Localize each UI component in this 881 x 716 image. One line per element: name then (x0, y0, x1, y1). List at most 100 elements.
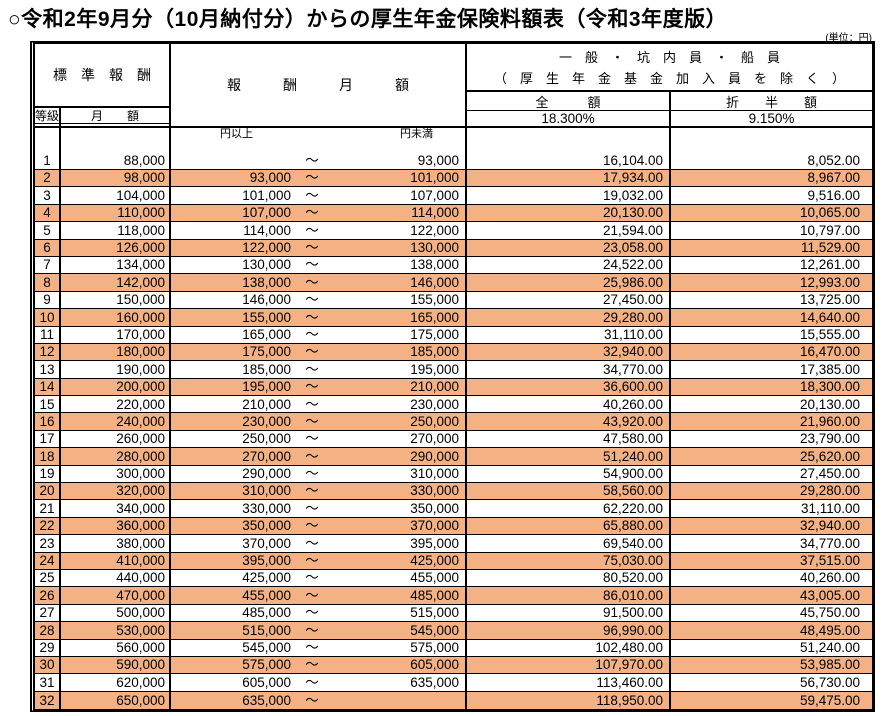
reward-range-cell: 230,000 ～ 250,000 (171, 413, 467, 430)
full-amount-cell: 31,110.00 (467, 326, 671, 343)
range-from-value: 175,000 (242, 344, 291, 360)
half-amount-cell: 56,730.00 (799, 674, 860, 690)
range-from-value: 155,000 (242, 309, 291, 325)
grade-cell: 16 (35, 413, 61, 430)
range-from-value: 93,000 (249, 170, 291, 186)
full-amount-cell: 62,220.00 (467, 500, 671, 517)
full-rate-label: 18.300% (467, 111, 671, 126)
page-title: ○令和2年9月分（10月納付分）からの厚生年金保険料額表（令和3年度版） (8, 8, 728, 31)
table-row: 8 142,000 138,000 ～ 146,000 25,986.00 12,993.0… (35, 274, 872, 292)
grade-cell: 10 (35, 309, 61, 326)
full-amount-cell: 32,940.00 (467, 343, 671, 361)
table-row: 7 134,000 130,000 ～ 138,000 24,522.00 12,261.0… (35, 256, 872, 275)
full-amount-cell: 51,240.00 (467, 448, 671, 465)
half-amount-cell: 10,797.00 (799, 222, 860, 238)
tilde: ～ (305, 692, 319, 708)
category-line2: （ 厚 生 年 金 基 金 加 入 員 を 除 く ） (493, 71, 845, 87)
grade-cell: 27 (35, 604, 61, 622)
table-row: 23 380,000 370,000 ～ 395,000 69,540.00 34,770.… (35, 535, 872, 553)
table-row: 24 410,000 395,000 ～ 425,000 75,030.00 37,515.… (35, 552, 872, 570)
standard-reward-header-group: 標 準 報 酬 等級 月 額 (35, 44, 171, 126)
range-to-value: 155,000 (410, 292, 459, 308)
range-from-value: 605,000 (242, 674, 291, 690)
tilde: ～ (305, 292, 319, 308)
tilde: ～ (305, 553, 319, 569)
grade-cell: 32 (35, 691, 61, 710)
monthly-amount-cell: 380,000 (61, 535, 171, 552)
tilde: ～ (305, 187, 319, 203)
monthly-amount-cell: 180,000 (61, 343, 171, 361)
monthly-amount-cell: 160,000 (61, 309, 171, 326)
grade-cell: 15 (35, 396, 61, 413)
tilde: ～ (305, 413, 319, 429)
full-amount-cell: 20,130.00 (467, 204, 671, 222)
reward-range-cell: 155,000 ～ 165,000 (171, 309, 467, 326)
grade-cell: 24 (35, 552, 61, 569)
grade-cell: 29 (35, 639, 61, 656)
reward-range-cell: 270,000 ～ 290,000 (171, 448, 467, 465)
grade-cell: 25 (35, 569, 61, 587)
tilde: ～ (305, 639, 319, 655)
tilde: ～ (305, 240, 319, 255)
range-to-value: 250,000 (410, 413, 459, 429)
grade-cell: 13 (35, 361, 61, 378)
table-row: 26 470,000 455,000 ～ 485,000 86,010.00 43,005.… (35, 587, 872, 605)
reward-range-cell: 515,000 ～ 545,000 (171, 622, 467, 639)
table-row: 30 590,000 575,000 ～ 605,000 107,970.00 53,985… (35, 656, 872, 675)
full-amount-cell: 47,580.00 (467, 430, 671, 448)
range-from-value: 107,000 (242, 205, 291, 221)
tilde: ～ (305, 170, 319, 186)
reward-range-cell: 635,000 ～ (171, 691, 467, 710)
monthly-amount-cell: 590,000 (61, 656, 171, 674)
table-row: 5 118,000 114,000 ～ 122,000 21,594.00 10,797.0… (35, 222, 872, 240)
range-from-value: 290,000 (242, 466, 291, 482)
range-to-value: 575,000 (410, 639, 459, 655)
tilde: ～ (305, 326, 319, 342)
monthly-amount-cell: 240,000 (61, 413, 171, 430)
full-amount-cell: 69,540.00 (467, 535, 671, 552)
unit-label: (単位：円) (825, 33, 872, 44)
range-from-value: 350,000 (242, 518, 291, 534)
monthly-amount-cell: 280,000 (61, 448, 171, 465)
reward-range-cell: 185,000 ～ 195,000 (171, 361, 467, 378)
tilde: ～ (305, 152, 319, 168)
full-amount-cell: 29,280.00 (467, 309, 671, 326)
range-to-value: 310,000 (410, 466, 459, 482)
monthly-amount-cell: 410,000 (61, 552, 171, 569)
table-row: 28 530,000 515,000 ～ 545,000 96,990.00 48,495.… (35, 622, 872, 640)
range-from-value: 114,000 (243, 222, 291, 238)
tilde: ～ (305, 361, 319, 377)
grade-cell: 2 (35, 170, 61, 187)
reward-range-cell: 165,000 ～ 175,000 (171, 326, 467, 343)
tilde: ～ (305, 379, 319, 395)
reward-range-cell: 370,000 ～ 395,000 (171, 535, 467, 552)
grade-cell: 31 (35, 674, 61, 691)
half-amount-cell: 14,640.00 (799, 309, 860, 325)
monthly-amount-cell: 340,000 (61, 500, 171, 517)
table-row: 4 110,000 107,000 ～ 114,000 20,130.00 10,065.0… (35, 204, 872, 223)
reward-range-cell: 195,000 ～ 210,000 (171, 378, 467, 396)
grade-cell: 8 (35, 274, 61, 291)
half-amount-cell: 34,770.00 (799, 535, 860, 551)
monthly-amount-cell: 620,000 (61, 674, 171, 691)
range-from-value: 310,000 (242, 483, 291, 499)
table-row: 6 126,000 122,000 ～ 130,000 23,058.00 11,529.0… (35, 239, 872, 257)
half-amount-cell: 13,725.00 (799, 292, 860, 308)
reward-range-cell: 350,000 ～ 370,000 (171, 517, 467, 535)
full-amount-cell: 27,450.00 (467, 291, 671, 309)
range-to-value: 195,000 (410, 361, 459, 377)
half-rate-label: 9.150% (748, 111, 795, 126)
tilde: ～ (305, 605, 319, 621)
grade-cell: 22 (35, 517, 61, 535)
full-amount-cell: 25,986.00 (467, 274, 671, 291)
full-amount-cell: 58,560.00 (467, 483, 671, 500)
premium-table: 標 準 報 酬 等級 月 額 報 酬 月 額 一 般 ・ 坑 内 員 ・ 船 員… (30, 41, 875, 713)
range-from-value: 138,000 (242, 274, 291, 290)
monthly-amount-cell: 150,000 (61, 291, 171, 309)
tilde: ～ (305, 570, 319, 586)
monthly-amount-cell: 110,000 (61, 204, 171, 222)
tilde: ～ (305, 274, 319, 290)
table-body: 1 88,000 円以上 円未満～ 93,000 16,104.00 8,052.00 2 98… (35, 128, 872, 710)
full-amount-cell: 23,058.00 (467, 239, 671, 256)
half-amount-cell: 8,052.00 (807, 152, 860, 168)
